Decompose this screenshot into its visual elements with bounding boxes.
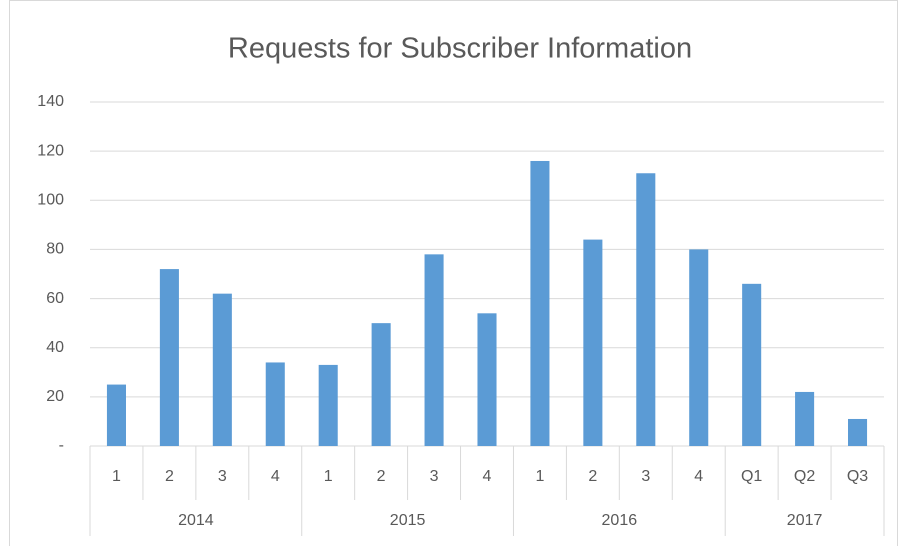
chart-border — [9, 0, 898, 546]
bar — [795, 391, 815, 446]
y-tick-label: 20 — [46, 388, 64, 405]
bar — [530, 160, 550, 446]
x-tick-label: 4 — [483, 468, 492, 485]
group-label: 2014 — [178, 512, 214, 529]
bar — [159, 269, 179, 446]
group-label: 2015 — [390, 512, 426, 529]
bar — [424, 254, 444, 446]
x-tick-label: 1 — [535, 468, 544, 485]
bar — [477, 313, 497, 446]
bar — [848, 418, 868, 446]
y-tick-label: 60 — [46, 290, 64, 307]
y-tick-label: 40 — [46, 339, 64, 356]
x-tick-label: 4 — [271, 468, 280, 485]
bar — [583, 239, 603, 446]
y-tick-label: 120 — [37, 142, 64, 159]
x-tick-label: Q3 — [847, 468, 868, 485]
bar — [212, 293, 232, 446]
x-tick-label: 1 — [112, 468, 121, 485]
x-tick-label: 1 — [324, 468, 333, 485]
x-tick-label: 3 — [641, 468, 650, 485]
y-tick-label: - — [59, 437, 64, 454]
bar — [371, 323, 391, 446]
y-tick-label: 80 — [46, 241, 64, 258]
bar — [636, 173, 656, 446]
bar — [106, 384, 126, 446]
y-tick-label: 100 — [37, 192, 64, 209]
x-tick-label: 2 — [165, 468, 174, 485]
x-tick-label: Q1 — [741, 468, 762, 485]
bar — [689, 249, 709, 446]
y-tick-label: 140 — [37, 93, 64, 110]
bar — [318, 364, 338, 446]
group-label: 2016 — [602, 512, 638, 529]
x-tick-label: 3 — [430, 468, 439, 485]
bar — [265, 362, 285, 446]
x-tick-label: Q2 — [794, 468, 815, 485]
x-tick-label: 2 — [588, 468, 597, 485]
x-tick-label: 4 — [694, 468, 703, 485]
bar — [742, 283, 762, 446]
chart-title: Requests for Subscriber Information — [228, 33, 692, 65]
x-tick-label: 3 — [218, 468, 227, 485]
group-label: 2017 — [787, 512, 823, 529]
x-tick-label: 2 — [377, 468, 386, 485]
